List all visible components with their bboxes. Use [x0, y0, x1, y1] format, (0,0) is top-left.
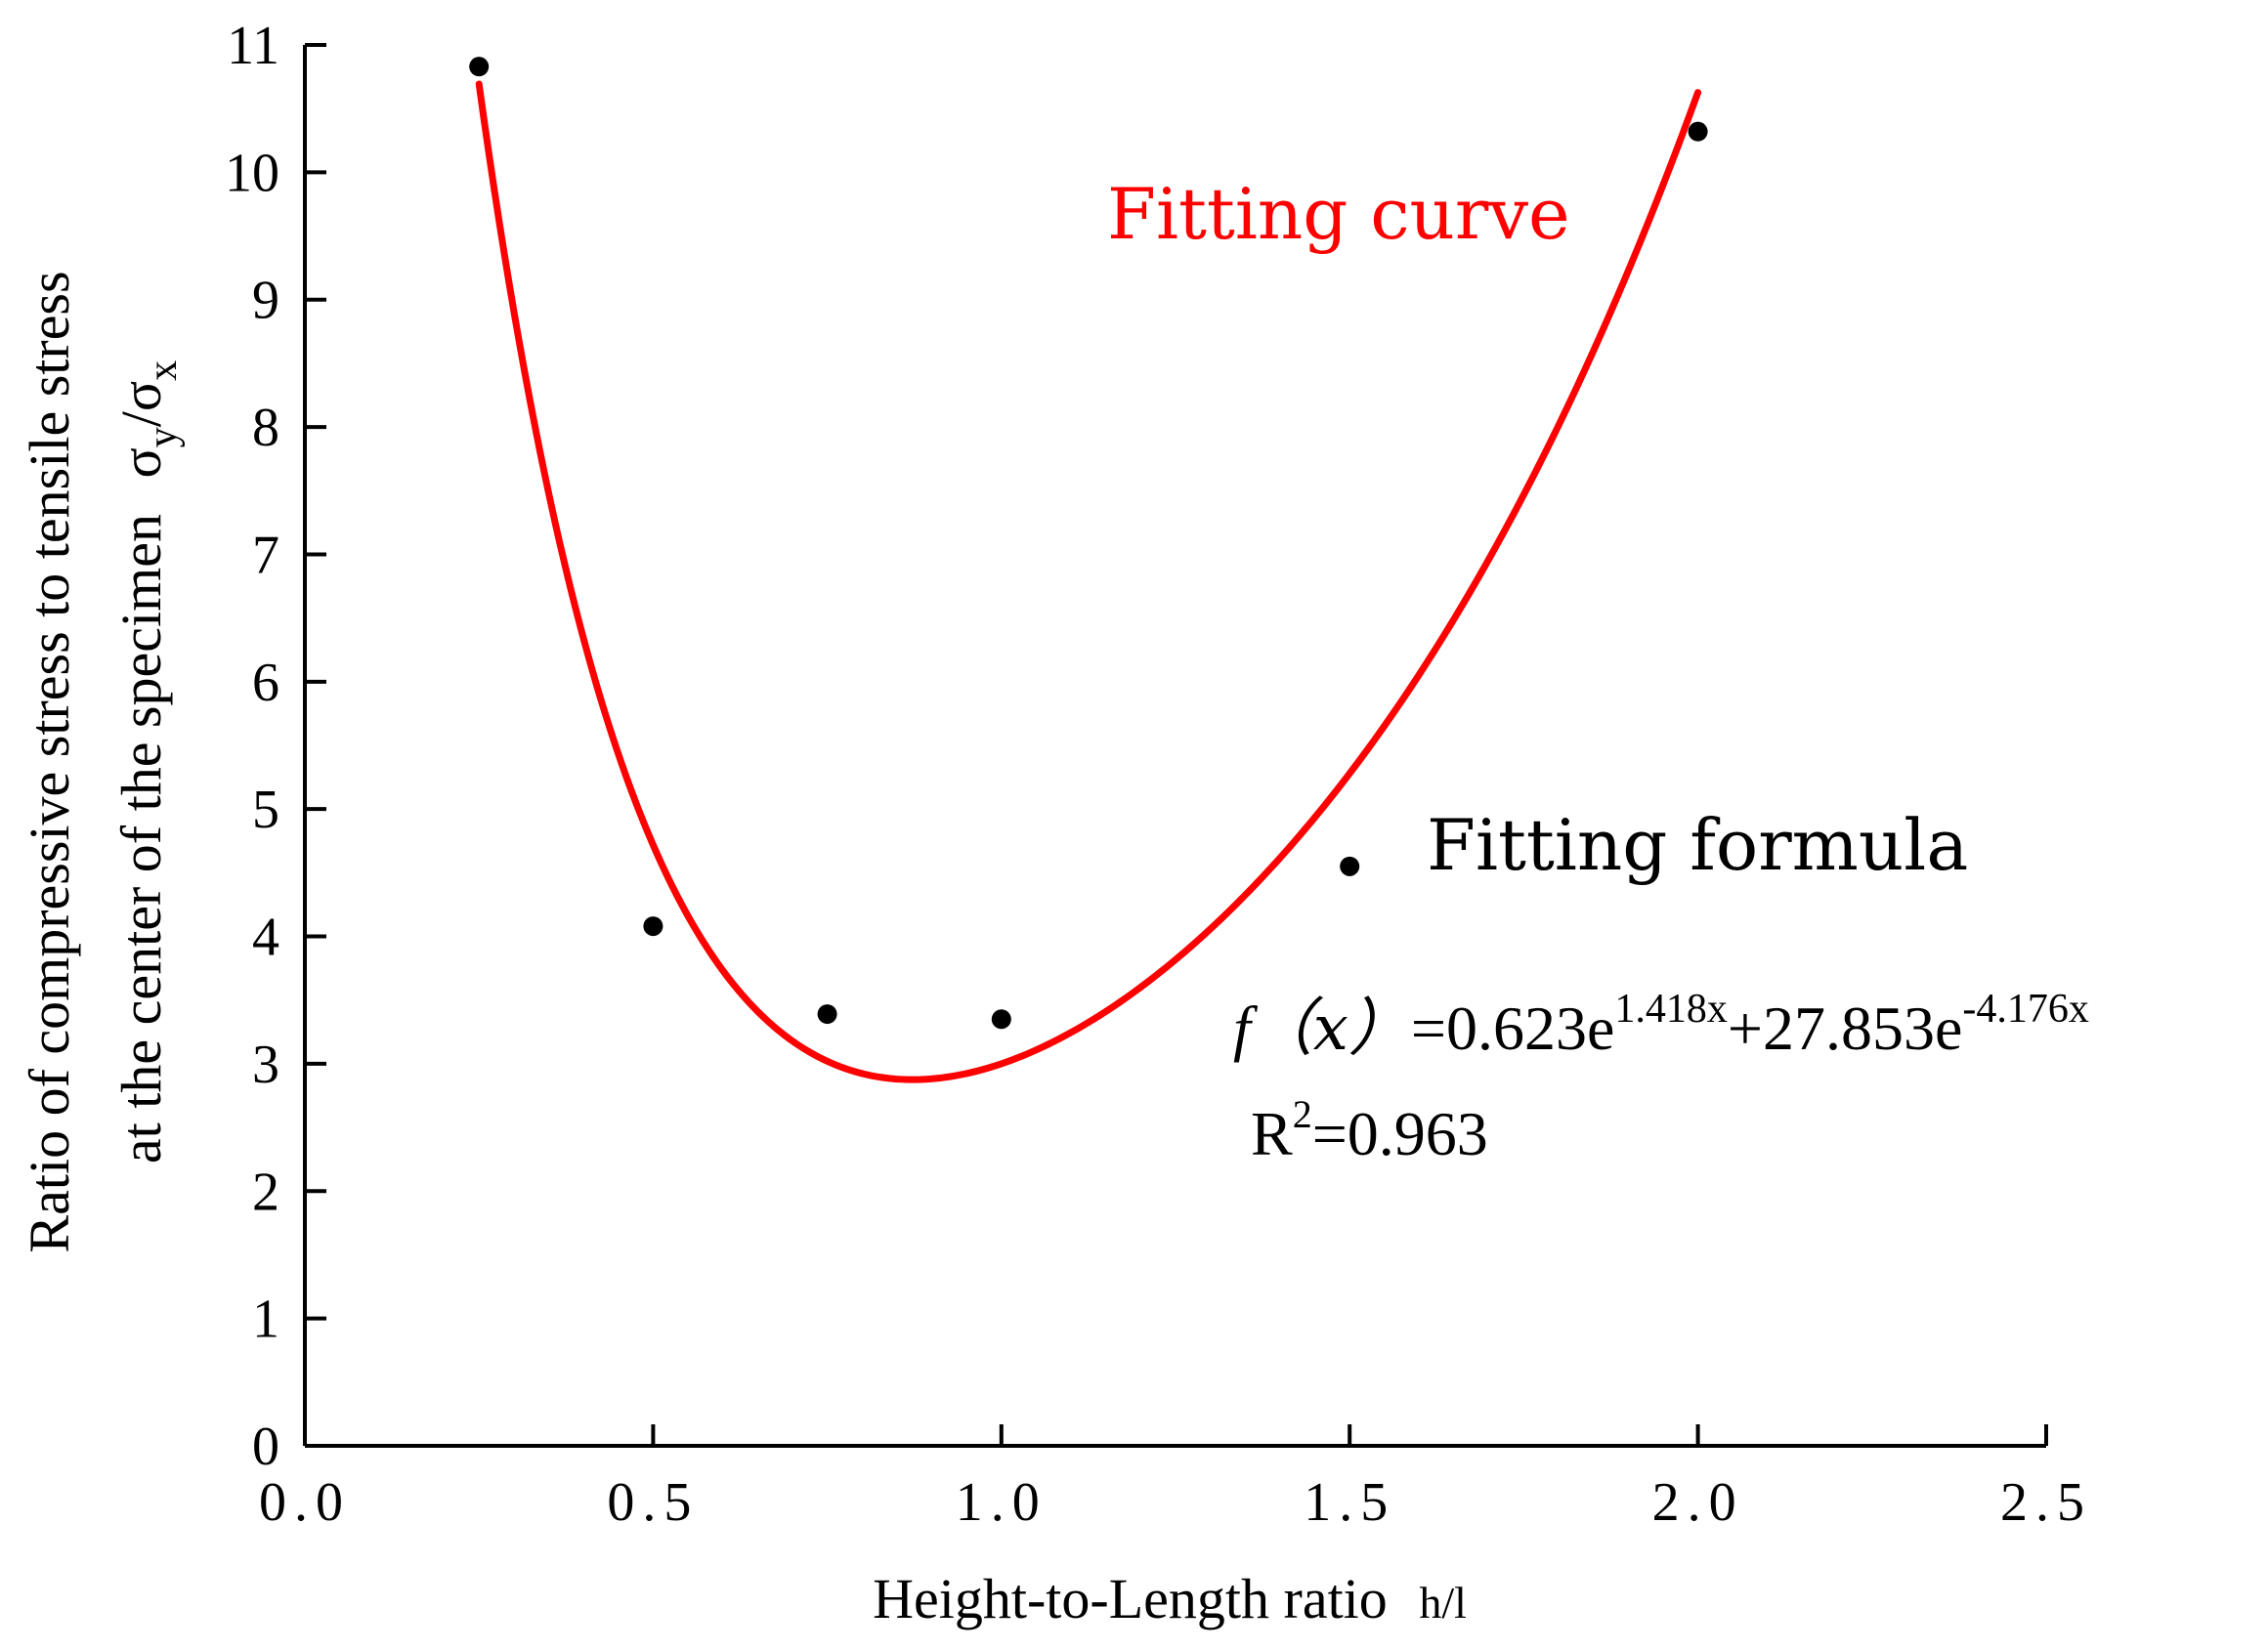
x-tick-label: 2.5 [2000, 1472, 2092, 1533]
data-points [469, 57, 1708, 1030]
formula-exp-a: 1.418x [1614, 987, 1728, 1032]
y-tick-label: 9 [252, 271, 279, 331]
y-axis-symbol-sub2: x [141, 360, 186, 381]
x-tick-label: 2.0 [1652, 1472, 1744, 1533]
x-axis-label: Height-to-Length ratio [873, 1567, 1388, 1630]
y-axis-title-line2: at the center of the specimen σy/σx [109, 360, 186, 1163]
x-ticks: 0.0 0.5 1.0 1.5 2.0 2.5 [259, 1424, 2092, 1533]
fitting-formula-label: Fitting formula [1427, 804, 1968, 886]
data-point [643, 916, 663, 937]
y-tick-label: 10 [225, 143, 279, 203]
r2-base: R [1251, 1099, 1293, 1168]
x-tick-label: 1.0 [956, 1472, 1048, 1533]
y-ticks: 0 1 2 3 4 5 6 7 8 9 10 11 [225, 16, 326, 1477]
x-tick-label: 0.5 [607, 1472, 699, 1533]
y-tick-label: 6 [252, 653, 279, 713]
r-squared: R2=0.963 [1251, 1092, 1488, 1168]
r2-sup: 2 [1293, 1092, 1312, 1136]
y-axis-symbol-base1: σ [109, 447, 173, 478]
data-point [469, 57, 490, 77]
y-tick-label: 7 [252, 525, 279, 585]
y-axis-title: Ratio of compressive stress to tensile s… [18, 271, 186, 1252]
y-tick-label: 11 [227, 16, 279, 76]
data-point [1688, 121, 1708, 142]
fitting-curve-label: Fitting curve [1107, 173, 1570, 255]
data-point [817, 1004, 837, 1025]
fit-formula: f（x）=0.623e1.418x+27.853e-4.176x [1233, 987, 2089, 1065]
y-tick-label: 1 [252, 1290, 279, 1350]
x-tick-label: 0.0 [259, 1472, 351, 1533]
formula-x: （x） [1251, 993, 1411, 1065]
y-axis-symbol-slash: / [109, 410, 173, 427]
formula-exp-c: -4.176x [1962, 987, 2089, 1032]
fit-curve-line [475, 80, 1702, 1083]
y-tick-label: 0 [252, 1417, 279, 1477]
y-tick-label: 2 [252, 1162, 279, 1222]
y-tick-label: 8 [252, 398, 279, 458]
y-axis-symbol-base2: σ [109, 381, 173, 411]
r2-value: =0.963 [1312, 1099, 1488, 1168]
x-tick-label: 1.5 [1304, 1472, 1395, 1533]
y-tick-label: 3 [252, 1035, 279, 1095]
x-axis-unit: h/l [1419, 1578, 1467, 1628]
y-axis-title-line1: Ratio of compressive stress to tensile s… [18, 271, 81, 1252]
formula-term-c: +27.853e [1728, 994, 1963, 1063]
y-axis-symbol-sub1: y [141, 427, 186, 447]
y-tick-label: 4 [252, 908, 279, 968]
axes [303, 45, 2046, 1448]
formula-term-a: =0.623e [1411, 994, 1615, 1063]
x-axis-title: Height-to-Length ratio h/l [873, 1567, 1467, 1630]
data-point [1340, 856, 1360, 876]
y-tick-label: 5 [252, 780, 279, 840]
y-axis-title-text: at the center of the specimen [109, 514, 173, 1163]
data-point [991, 1009, 1011, 1030]
